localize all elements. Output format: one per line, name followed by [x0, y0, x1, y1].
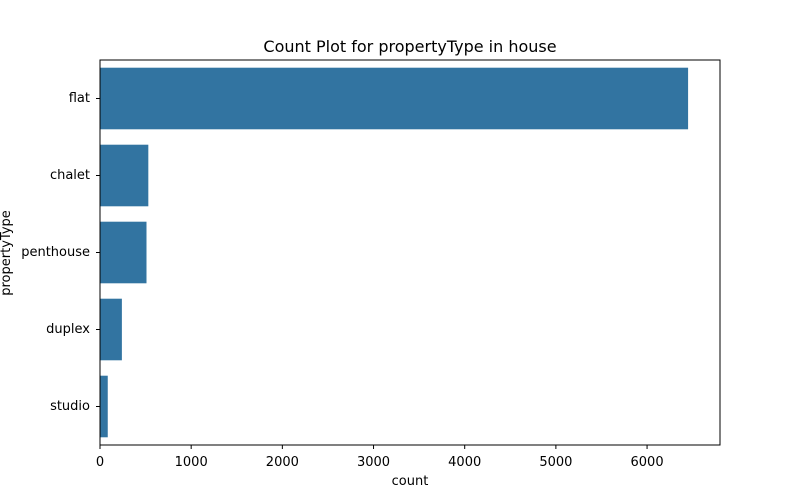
x-tick-label: 3000 [357, 455, 390, 470]
x-tick-label: 5000 [539, 455, 572, 470]
y-tick-label: penthouse [21, 245, 90, 260]
y-tick-label: flat [69, 91, 90, 106]
y-tick-label: duplex [46, 322, 90, 337]
bar-duplex [100, 298, 122, 361]
x-tick-label: 6000 [631, 455, 664, 470]
bars-layer [100, 67, 689, 438]
plot-frame [99, 59, 721, 446]
x-axis-label: count [392, 474, 429, 489]
x-tick-label: 0 [96, 455, 104, 470]
y-tick-label: studio [50, 399, 90, 414]
bar-flat [100, 67, 689, 130]
x-tick-label: 4000 [448, 455, 481, 470]
bar-chalet [100, 144, 149, 207]
x-tick-label: 2000 [266, 455, 299, 470]
bar-penthouse [100, 221, 147, 284]
x-tick-label: 1000 [175, 455, 208, 470]
chart-title: Count Plot for propertyType in house [263, 37, 556, 56]
ticks-layer: flat chalet penthouse duplex studio 0 1000 2000… [21, 91, 663, 470]
bar-studio [100, 375, 108, 438]
y-axis-label: propertyType [0, 210, 14, 296]
y-tick-label: chalet [50, 168, 90, 183]
